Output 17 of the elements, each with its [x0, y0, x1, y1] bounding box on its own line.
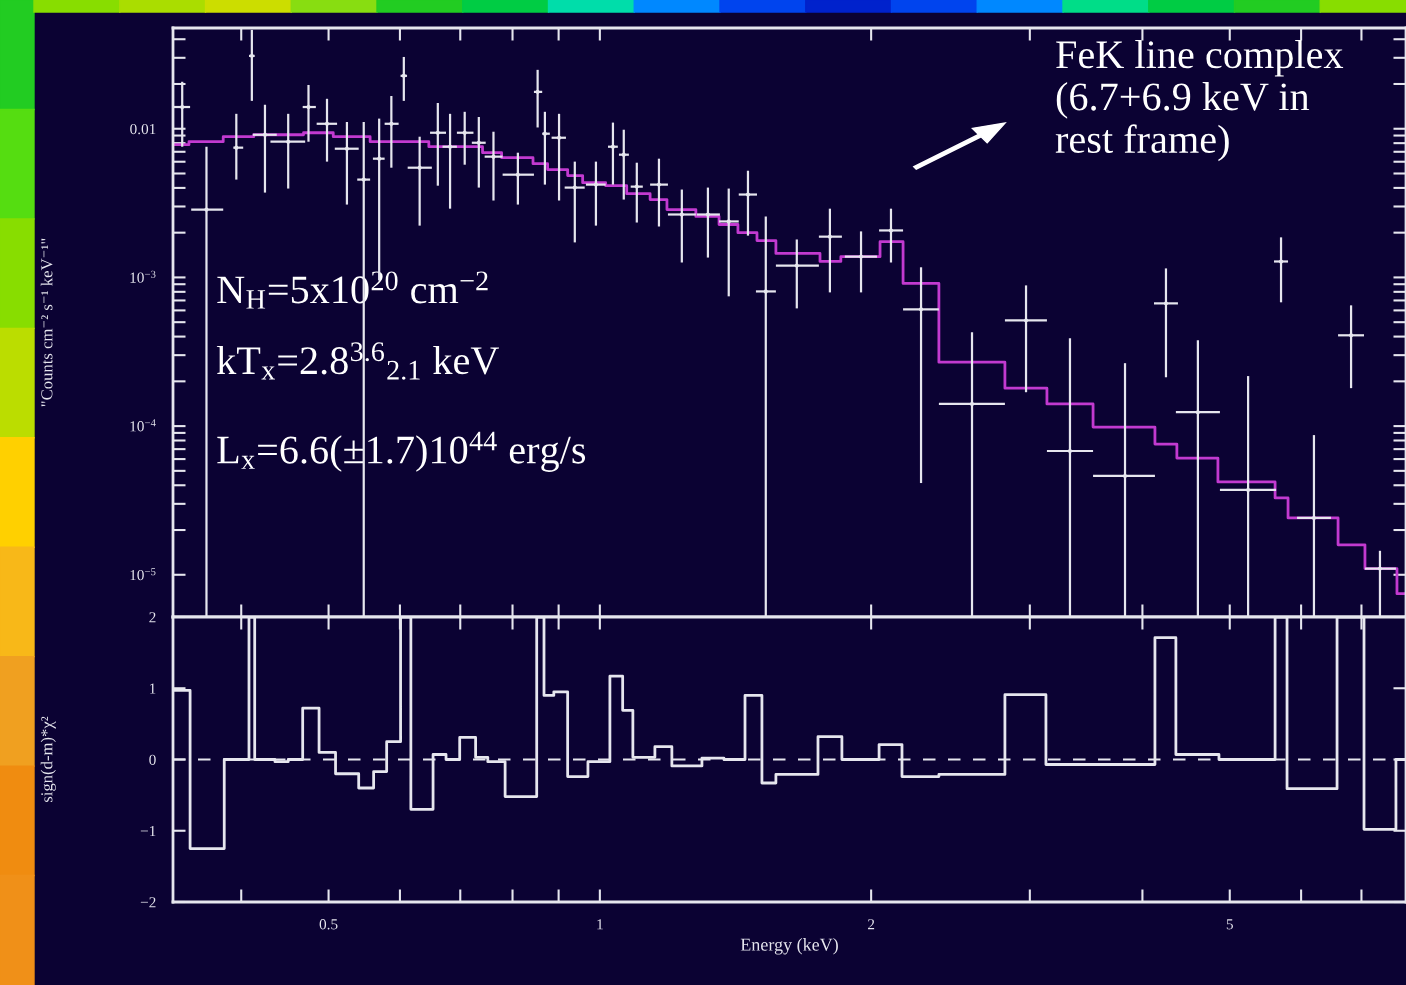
y-tick-label: −1 — [140, 825, 156, 837]
y-tick-label: 10$^{−3}$ — [130, 270, 156, 283]
x-tick-label: 0.5 — [319, 919, 338, 930]
y-tick-label: 10$^{−5}$ — [130, 568, 156, 581]
y-axis-title: sign(d-m)*χ² — [40, 716, 56, 803]
x-tick-label: 1 — [597, 919, 603, 930]
y-tick-label: 10$^{−4}$ — [130, 419, 156, 432]
y-tick-label: 2 — [149, 612, 156, 623]
y-tick-label: −2 — [140, 897, 156, 908]
y-tick-label: 1 — [150, 683, 156, 694]
x-tick-label: 5 — [1226, 919, 1233, 930]
x-axis-title: Energy (keV) — [740, 938, 838, 955]
y-tick-label: 0.01 — [130, 123, 156, 135]
x-tick-label: 2 — [867, 919, 875, 930]
y-tick-label: 0 — [149, 754, 156, 765]
y-axis-title: "Counts cm⁻² s⁻¹ keV⁻¹" — [40, 238, 53, 407]
annotation: FeK line complex (6.7+6.9 keV in rest frame) — [1055, 40, 1344, 162]
